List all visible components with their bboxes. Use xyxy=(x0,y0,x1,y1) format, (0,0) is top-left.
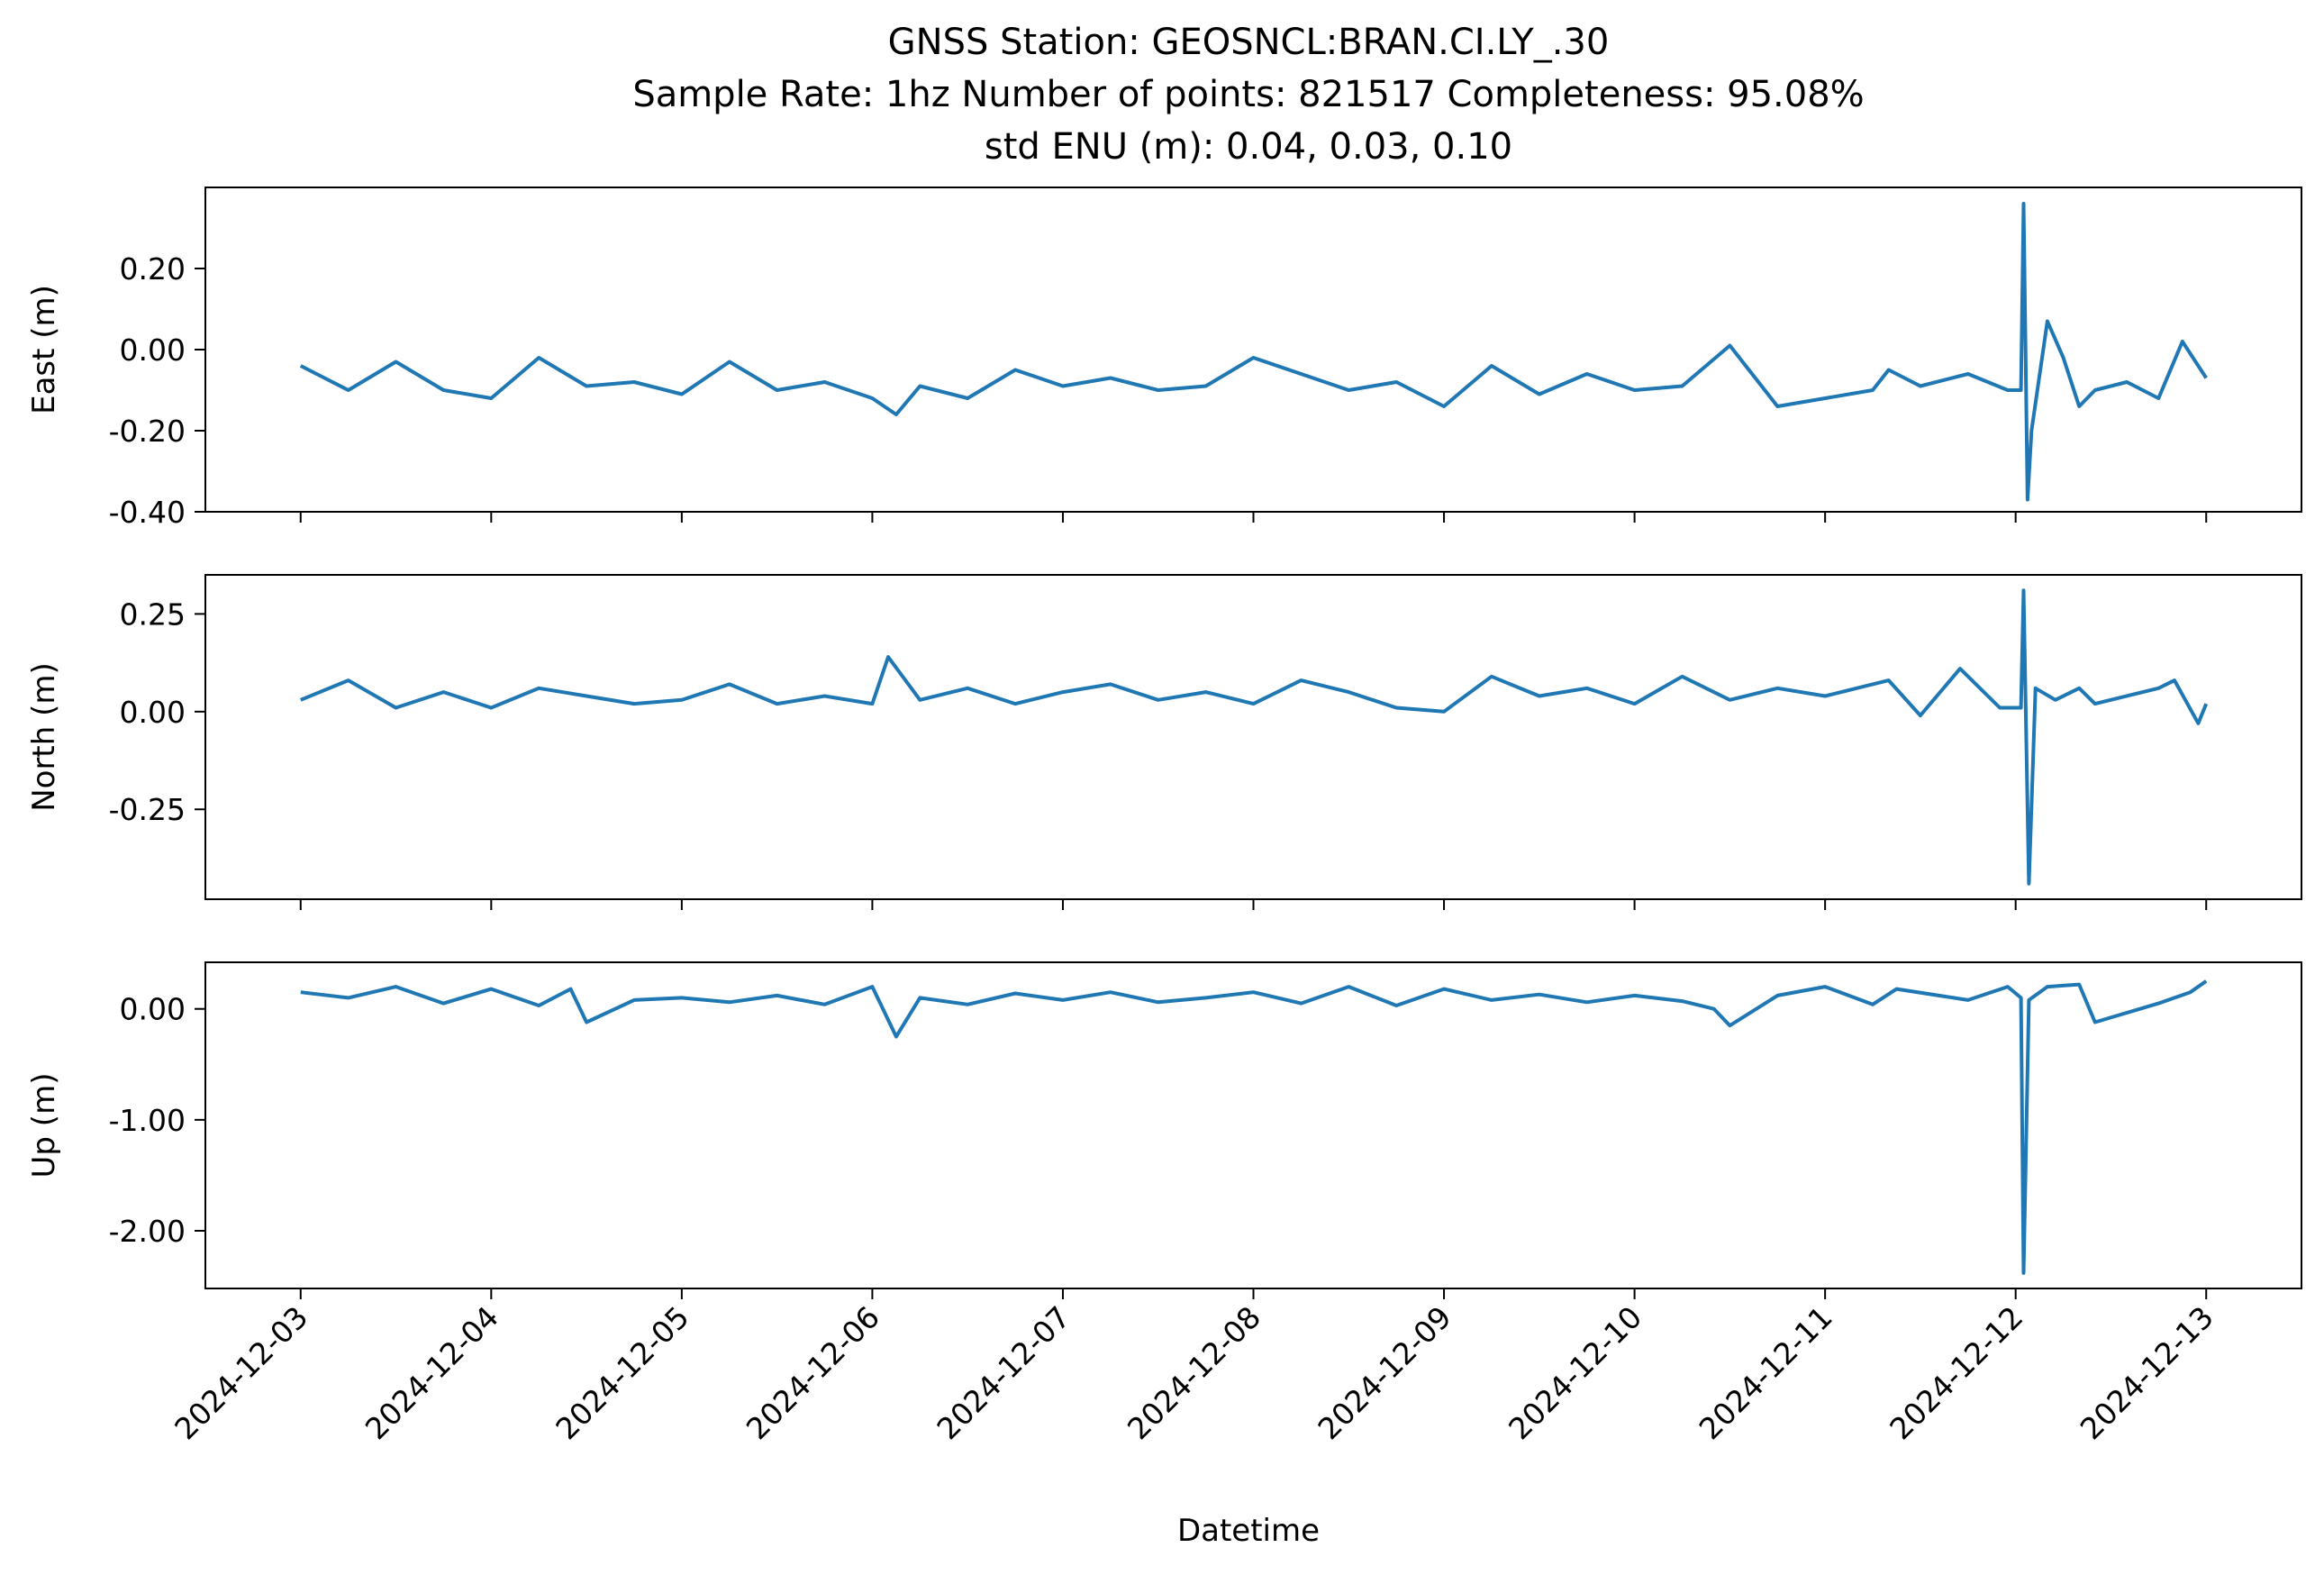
x-axis-label: Datetime xyxy=(1177,1513,1320,1549)
chart-title-line-2: Sample Rate: 1hz Number of points: 82151… xyxy=(632,74,1864,115)
east-series-line xyxy=(299,202,2208,502)
north-y-tick-label: 0.00 xyxy=(120,695,186,730)
east-y-tick-label: 0.00 xyxy=(120,332,186,368)
north-y-tick-label: -0.25 xyxy=(109,792,186,827)
east-y-tick-label: -0.20 xyxy=(109,414,186,449)
north-panel: -0.25 0.00 0.25 North (m) xyxy=(26,574,2302,910)
east-y-tick-label: -0.40 xyxy=(109,495,186,530)
up-y-tick-label: -1.00 xyxy=(109,1103,186,1138)
north-series-line xyxy=(300,588,2209,886)
east-panel: -0.40 -0.20 0.00 0.20 East (m) xyxy=(26,187,2302,530)
up-series-line xyxy=(300,979,2208,1275)
north-y-tick-label: 0.25 xyxy=(120,596,186,632)
east-y-tick-label: 0.20 xyxy=(120,251,186,287)
north-y-axis-label: North (m) xyxy=(26,662,62,812)
up-y-tick-label: -2.00 xyxy=(109,1214,186,1249)
chart-title-line-1: GNSS Station: GEOSNCL:BRAN.CI.LY_.30 xyxy=(888,22,1610,63)
up-y-axis-label: Up (m) xyxy=(26,1073,62,1179)
up-y-tick-label: 0.00 xyxy=(120,992,186,1027)
chart-title-line-3: std ENU (m): 0.04, 0.03, 0.10 xyxy=(985,126,1512,168)
east-y-axis-label: East (m) xyxy=(26,285,62,414)
